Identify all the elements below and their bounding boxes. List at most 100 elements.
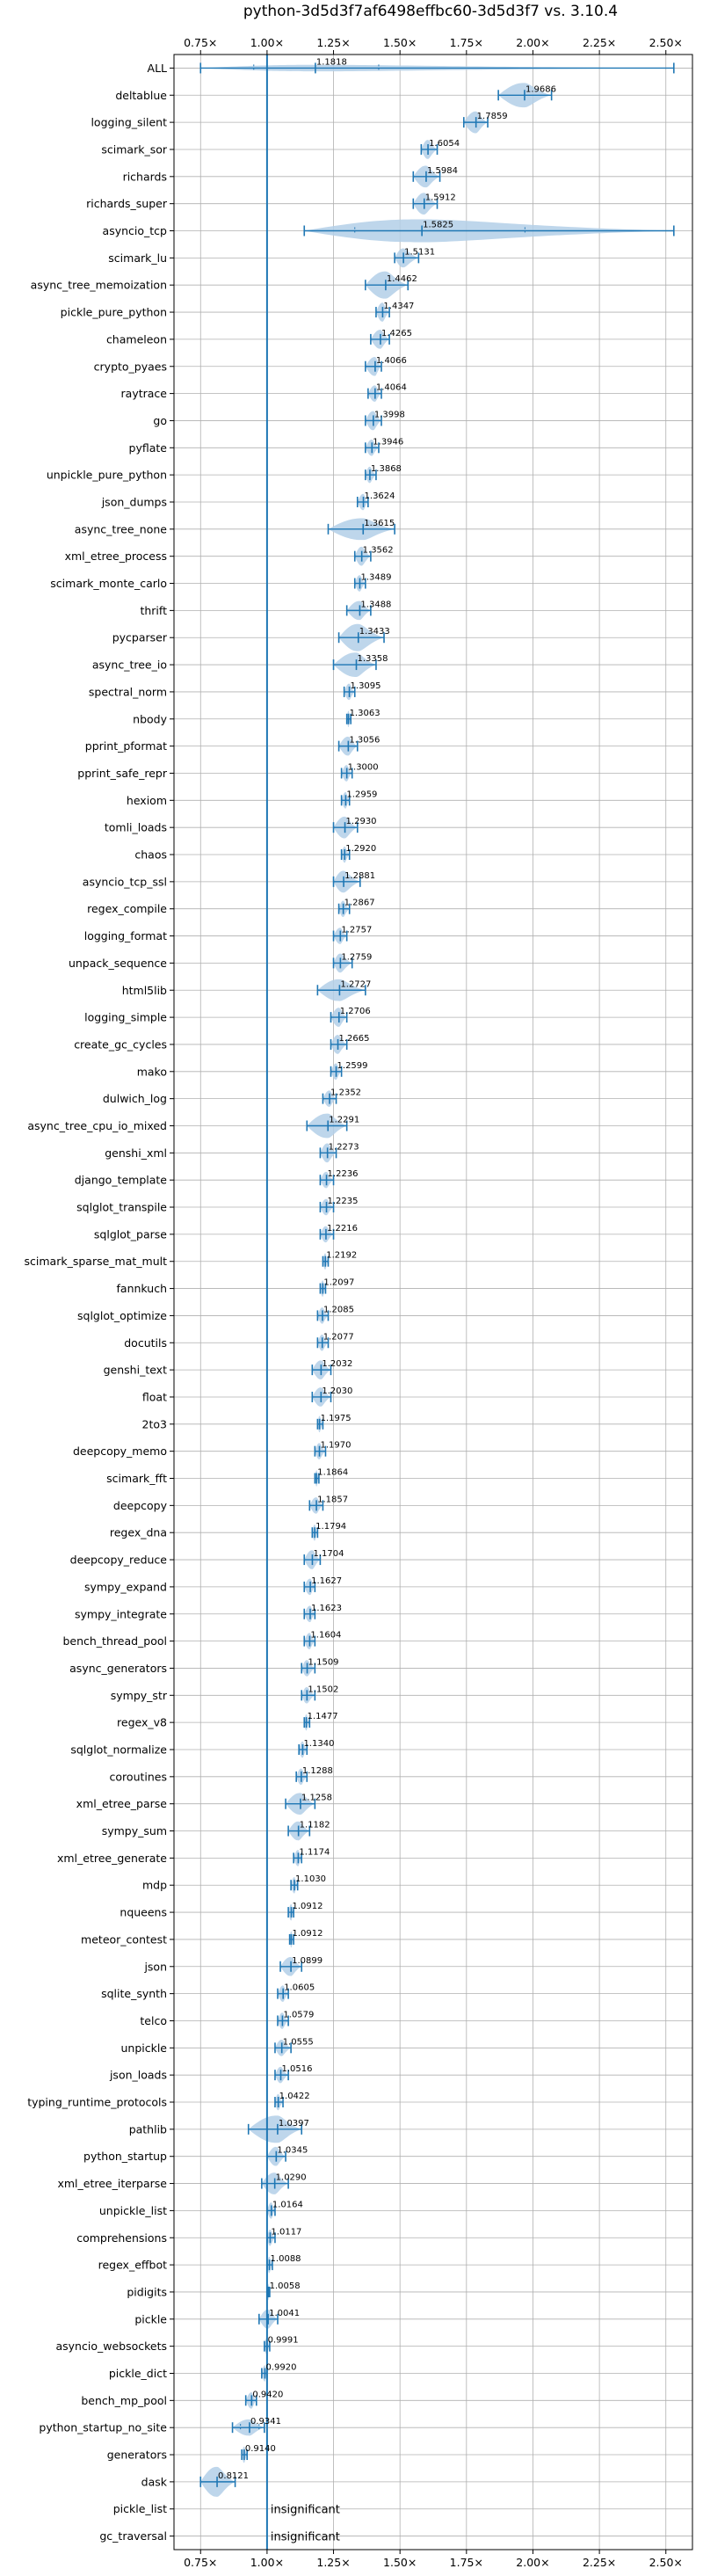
category-label: create_gc_cycles: [74, 1037, 167, 1051]
category-label: sqlglot_parse: [94, 1227, 167, 1241]
value-label: 1.0605: [284, 1983, 315, 1993]
value-label: 1.9686: [525, 84, 556, 94]
value-label: 1.3063: [350, 709, 380, 718]
tick-label-top: 1.75×: [450, 36, 483, 49]
category-label: sqlite_synth: [101, 1987, 167, 2000]
value-label: 1.3056: [349, 736, 380, 746]
value-label: 0.9341: [250, 2417, 281, 2427]
category-label: unpack_sequence: [69, 957, 167, 970]
value-label: 1.0555: [283, 2037, 314, 2047]
value-label: 1.3358: [357, 654, 388, 664]
value-label: 1.1502: [308, 1685, 338, 1694]
category-label: scimark_fft: [106, 1472, 167, 1485]
category-label: regex_v8: [117, 1716, 167, 1729]
category-label: logging_format: [84, 929, 167, 942]
category-label: scimark_sparse_mat_mult: [25, 1255, 168, 1268]
value-label: 1.1182: [300, 1821, 330, 1830]
category-label: async_tree_memoization: [31, 279, 167, 292]
value-label: 1.0041: [269, 2309, 300, 2318]
category-label: 2to3: [142, 1417, 167, 1430]
value-label: 1.4347: [383, 302, 414, 311]
category-label: asyncio_tcp_ssl: [83, 875, 167, 888]
tick-label-top: 1.25×: [316, 36, 350, 49]
category-label: html5lib: [122, 984, 167, 997]
tick-label-top: 2.00×: [516, 36, 549, 49]
value-label: 1.1174: [299, 1847, 330, 1857]
value-label: 1.5984: [427, 166, 458, 176]
value-label: 1.2930: [346, 817, 377, 826]
value-label: 1.0345: [277, 2146, 308, 2156]
category-label: typing_runtime_protocols: [27, 2096, 167, 2109]
value-label: 1.2077: [323, 1332, 354, 1342]
violin-layer: [199, 62, 675, 2497]
category-label: nqueens: [120, 1906, 167, 1919]
value-label: 1.3615: [364, 519, 395, 528]
value-label: 0.9140: [245, 2444, 276, 2454]
value-label: 1.2727: [340, 979, 371, 989]
value-label: 1.4066: [376, 356, 407, 366]
value-label: 0.9420: [252, 2390, 283, 2399]
value-label: 1.0422: [279, 2092, 310, 2101]
category-label: async_tree_cpu_io_mixed: [27, 1119, 167, 1132]
category-label: pathlib: [129, 2122, 167, 2136]
category-label: regex_effbot: [98, 2259, 167, 2272]
value-label: 1.2216: [327, 1224, 358, 1233]
value-label: 1.2236: [328, 1169, 359, 1179]
tick-label-bottom: 1.25×: [316, 2556, 350, 2569]
value-label: 1.2706: [340, 1007, 371, 1016]
category-label: crypto_pyaes: [94, 360, 167, 373]
value-label: 1.1030: [295, 1874, 326, 1884]
value-label: 1.3868: [371, 464, 402, 474]
tick-label-top: 1.50×: [383, 36, 417, 49]
category-label: sqlglot_normalize: [70, 1743, 167, 1756]
value-label: 1.2920: [345, 844, 376, 854]
tick-label-bottom: 1.75×: [450, 2556, 483, 2569]
category-label: xml_etree_iterparse: [57, 2177, 167, 2190]
category-label: nbody: [133, 712, 167, 725]
category-label: deepcopy_reduce: [70, 1554, 168, 1567]
category-label: django_template: [75, 1174, 168, 1187]
tick-label-bottom: 2.50×: [649, 2556, 683, 2569]
category-label: ALL: [148, 62, 168, 75]
category-label: logging_silent: [91, 116, 167, 129]
category-label: asyncio_websockets: [55, 2340, 167, 2353]
value-label: 1.2352: [330, 1088, 361, 1098]
value-label: 0.9991: [268, 2336, 299, 2346]
value-label: 1.3433: [359, 627, 390, 637]
category-label: dulwich_log: [103, 1092, 167, 1105]
category-label: scimark_monte_carlo: [50, 577, 167, 590]
value-label: 1.5131: [404, 247, 435, 257]
category-label: thrift: [140, 604, 167, 617]
value-label: 1.2867: [344, 899, 375, 908]
value-label: 1.3998: [374, 410, 405, 419]
value-label: 1.4265: [381, 329, 412, 338]
category-label: float: [142, 1390, 167, 1403]
value-label: 1.0912: [292, 1929, 323, 1939]
category-label: async_tree_none: [75, 522, 168, 535]
value-label: 1.3000: [348, 762, 379, 772]
value-label: 1.0516: [282, 2064, 313, 2074]
category-label: dask: [141, 2475, 168, 2488]
value-label: 1.2759: [341, 952, 372, 962]
category-label: genshi_text: [104, 1364, 167, 1377]
category-label: raytrace: [121, 387, 168, 400]
value-label: 1.7859: [477, 112, 508, 121]
category-label: meteor_contest: [81, 1932, 167, 1946]
value-label: 1.2273: [329, 1142, 359, 1152]
category-label: json: [143, 1960, 167, 1973]
category-label: chaos: [134, 848, 167, 862]
category-label: regex_dna: [110, 1526, 167, 1539]
value-label: 1.1857: [317, 1495, 348, 1504]
category-label: go: [153, 414, 167, 427]
value-label: 1.4462: [387, 274, 417, 284]
category-label: comprehensions: [76, 2231, 167, 2245]
category-label: deepcopy: [113, 1499, 168, 1512]
category-label: asyncio_tcp: [103, 224, 168, 237]
value-label: 1.0912: [292, 1902, 323, 1911]
category-label: xml_etree_parse: [76, 1797, 168, 1810]
value-label: 1.3562: [363, 546, 394, 556]
category-label: async_generators: [69, 1662, 167, 1675]
tick-label-top: 1.00×: [250, 36, 284, 49]
category-label: pidigits: [127, 2285, 167, 2298]
value-label: 1.6054: [429, 139, 460, 149]
